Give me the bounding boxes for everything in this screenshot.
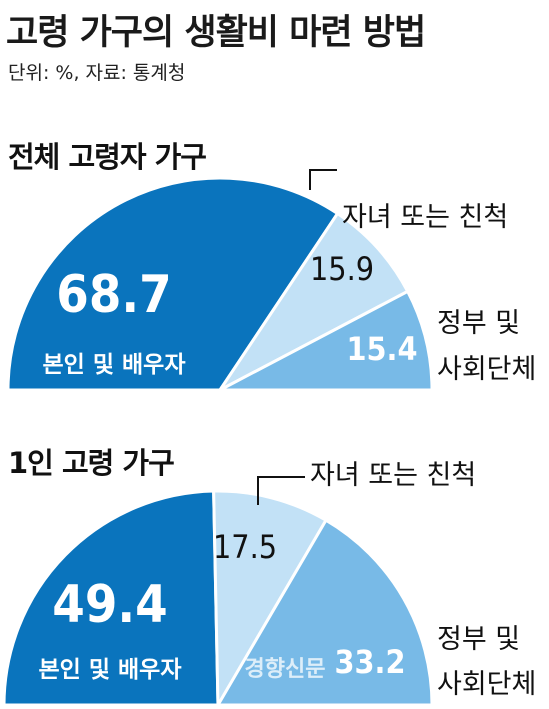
chart2-label-gov-line1: 정부 및 [437, 624, 520, 655]
chart1-value-gov: 15.4 [346, 330, 417, 368]
chart2-slice-self-spouse [2, 489, 220, 707]
page-subtitle: 단위: %, 자료: 통계청 [8, 62, 186, 84]
chart2-value-children: 17.5 [213, 528, 277, 566]
chart2-label-children: 자녀 또는 친척 [310, 460, 476, 491]
chart1-title: 전체 고령자 가구 [8, 140, 207, 174]
chart2-value-self-spouse: 49.4 [52, 575, 167, 635]
chart1-label-gov-line1: 정부 및 [437, 308, 520, 339]
page-title: 고령 가구의 생활비 마련 방법 [6, 13, 426, 53]
chart2-leader-children [257, 476, 305, 505]
chart2-group: 49.4 본인 및 배우자 17.5 자녀 또는 친척 33.2 정부 및 사회… [2, 460, 536, 707]
chart1-label-children: 자녀 또는 친척 [342, 202, 508, 233]
chart2-label-self-spouse: 본인 및 배우자 [39, 657, 182, 683]
chart1-label-self-spouse: 본인 및 배우자 [43, 352, 186, 378]
chart1-value-children: 15.9 [310, 250, 374, 288]
chart1-label-gov-line2: 사회단체 [437, 354, 536, 385]
chart2-slice-gov [216, 518, 434, 707]
chart1-group: 68.7 본인 및 배우자 15.9 자녀 또는 친척 15.4 정부 및 사회… [6, 169, 536, 392]
watermark: 경향신문 [245, 657, 326, 682]
chart1-value-self-spouse: 68.7 [56, 265, 171, 325]
chart2-value-gov: 33.2 [334, 643, 405, 681]
chart2-title: 1인 고령 가구 [8, 446, 175, 480]
chart1-slice-gov [218, 289, 434, 392]
chart1-slice-children [218, 212, 410, 392]
chart2-label-gov-line2: 사회단체 [437, 669, 536, 700]
chart2-slice-children [212, 489, 328, 707]
chart1-leader-children [309, 169, 337, 190]
